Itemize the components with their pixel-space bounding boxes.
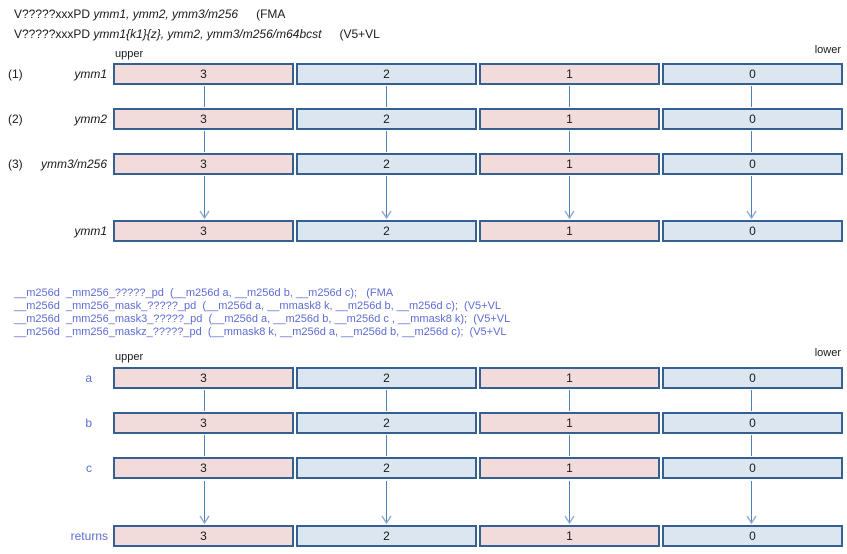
register-bar-ymm3-m256: 3 2 1 0	[113, 153, 843, 175]
mnemonic-text: V?????xxxPD	[14, 27, 91, 41]
lane-cell-2: 2	[296, 525, 477, 547]
argument-bar-a: 3 2 1 0	[113, 367, 843, 389]
lane-cell-3: 3	[113, 412, 294, 434]
lane-cell-3: 3	[113, 525, 294, 547]
lane-cell-3: 3	[113, 153, 294, 175]
row-index-1: (1)	[8, 67, 23, 81]
lower-label: lower	[814, 44, 841, 56]
arg-label-c: c	[86, 461, 92, 475]
lane-cell-0: 0	[662, 63, 843, 85]
lane-cell-3: 3	[113, 367, 294, 389]
returns-label: returns	[70, 529, 108, 543]
lane-cell-1: 1	[479, 367, 660, 389]
isa-note: (FMA	[256, 7, 286, 21]
lane-cell-1: 1	[479, 457, 660, 479]
lower-label: lower	[814, 347, 841, 359]
lane-cell-0: 0	[662, 108, 843, 130]
lane-cell-2: 2	[296, 367, 477, 389]
intrinsic-line-1: __m256d _mm256_?????_pd (__m256d a, __m2…	[14, 287, 394, 299]
lane-cell-2: 2	[296, 457, 477, 479]
register-bar-ymm2: 3 2 1 0	[113, 108, 843, 130]
argument-bar-c: 3 2 1 0	[113, 457, 843, 479]
lane-cell-2: 2	[296, 108, 477, 130]
isa-note: (V5+VL	[339, 27, 380, 41]
arg-label-b: b	[85, 416, 92, 430]
lane-cell-0: 0	[662, 457, 843, 479]
lane-cell-0: 0	[662, 367, 843, 389]
lane-cell-0: 0	[662, 153, 843, 175]
register-bar-result-ymm1: 3 2 1 0	[113, 220, 843, 242]
asm-syntax-line-2: V?????xxxPD ymm1{k1}{z}, ymm2, ymm3/m256…	[14, 27, 380, 41]
lane-cell-2: 2	[296, 412, 477, 434]
lane-cell-2: 2	[296, 220, 477, 242]
lane-cell-3: 3	[113, 220, 294, 242]
lane-cell-0: 0	[662, 412, 843, 434]
lane-cell-2: 2	[296, 63, 477, 85]
mnemonic-text: V?????xxxPD	[14, 7, 91, 21]
register-label-ymm3-m256: ymm3/m256	[40, 157, 107, 171]
row-index-3: (3)	[8, 157, 23, 171]
lane-cell-3: 3	[113, 457, 294, 479]
operands-text: ymm1{k1}{z}, ymm2, ymm3/m256/m64bcst	[93, 27, 322, 41]
lane-cell-1: 1	[479, 63, 660, 85]
arg-label-a: a	[85, 371, 92, 385]
lane-cell-2: 2	[296, 153, 477, 175]
lane-cell-1: 1	[479, 525, 660, 547]
register-label-result-ymm1: ymm1	[74, 224, 107, 238]
returns-bar: 3 2 1 0	[113, 525, 843, 547]
intrinsic-line-3: __m256d _mm256_mask3_?????_pd (__m256d a…	[14, 313, 511, 325]
row-index-2: (2)	[8, 112, 23, 126]
lane-cell-0: 0	[662, 525, 843, 547]
operands-text: ymm1, ymm2, ymm3/m256	[93, 7, 239, 21]
register-bar-ymm1: 3 2 1 0	[113, 63, 843, 85]
asm-syntax-line-1: V?????xxxPD ymm1, ymm2, ymm3/m256 (FMA	[14, 7, 285, 21]
lane-cell-3: 3	[113, 63, 294, 85]
argument-bar-b: 3 2 1 0	[113, 412, 843, 434]
upper-label: upper	[115, 48, 144, 60]
lane-cell-1: 1	[479, 108, 660, 130]
upper-label: upper	[115, 351, 144, 363]
register-label-ymm2: ymm2	[74, 112, 107, 126]
lane-cell-3: 3	[113, 108, 294, 130]
register-label-ymm1: ymm1	[74, 67, 107, 81]
lane-cell-1: 1	[479, 220, 660, 242]
intrinsic-line-2: __m256d _mm256_mask_?????_pd (__m256d a,…	[14, 300, 502, 312]
lane-cell-1: 1	[479, 412, 660, 434]
lane-cell-0: 0	[662, 220, 843, 242]
lane-cell-1: 1	[479, 153, 660, 175]
intrinsic-line-4: __m256d _mm256_maskz_?????_pd (__mmask8 …	[14, 326, 507, 338]
